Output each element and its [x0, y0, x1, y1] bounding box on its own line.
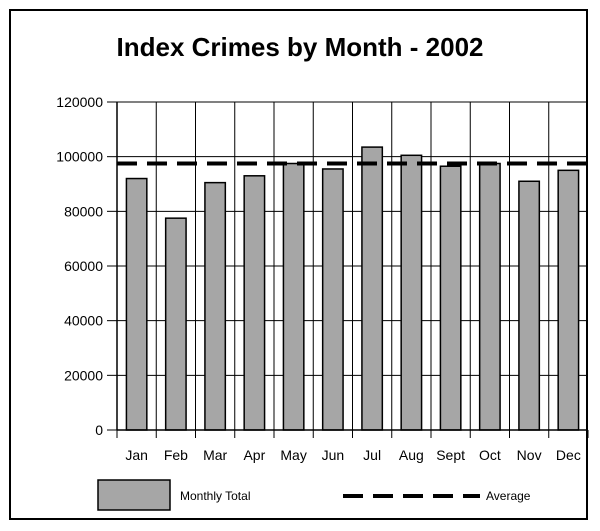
axes: 0 20000 40000 60000 80000 100000 120000 Jan Feb M…: [56, 94, 589, 463]
x-tick-label: Jul: [363, 447, 381, 463]
bars: [125, 146, 580, 431]
bar-oct: [478, 162, 501, 431]
legend-swatch-monthly-total: [97, 479, 171, 511]
x-tick-label: Jan: [125, 447, 148, 463]
x-tick-label: Sept: [436, 447, 465, 463]
bar-jun: [321, 168, 344, 431]
y-tick-label: 40000: [64, 313, 103, 329]
y-tick-label: 120000: [56, 94, 103, 110]
bar-nov: [518, 180, 541, 431]
x-tick-label: Nov: [517, 447, 542, 463]
x-tick-label: Mar: [203, 447, 227, 463]
x-tick-label: May: [280, 447, 306, 463]
bar-dec: [557, 169, 580, 431]
bar-jan: [125, 177, 148, 431]
bar-feb: [164, 217, 187, 431]
bar-apr: [243, 175, 266, 431]
x-tick-label: Dec: [556, 447, 581, 463]
chart-title: Index Crimes by Month - 2002: [117, 32, 484, 62]
legend-label-average: Average: [486, 489, 531, 503]
x-tick-label: Oct: [479, 447, 501, 463]
x-tick-label: Jun: [322, 447, 345, 463]
bar-aug: [400, 154, 423, 431]
x-tick-label: Apr: [243, 447, 265, 463]
legend: Monthly Total Average: [97, 479, 531, 511]
bar-sept: [439, 165, 462, 431]
y-tick-label: 100000: [56, 149, 103, 165]
x-tick-label: Feb: [164, 447, 188, 463]
grid-lines: [117, 101, 588, 430]
bar-mar: [204, 181, 227, 431]
y-tick-label: 80000: [64, 203, 103, 219]
legend-label-monthly-total: Monthly Total: [180, 489, 250, 503]
y-tick-label: 20000: [64, 367, 103, 383]
x-tick-label: Aug: [399, 447, 424, 463]
bar-may: [282, 162, 305, 431]
bar-jul: [361, 146, 384, 431]
y-tick-label: 60000: [64, 258, 103, 274]
y-tick-label: 0: [95, 422, 103, 438]
